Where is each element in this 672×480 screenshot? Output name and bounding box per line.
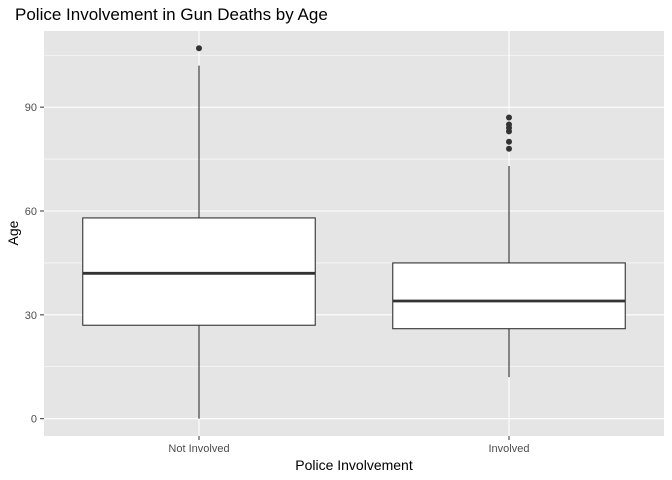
x-axis-ticks: Not Involved Involved xyxy=(168,436,529,455)
y-tick-label: 60 xyxy=(25,206,37,218)
outlier-point xyxy=(506,138,512,145)
outlier-point xyxy=(196,45,202,52)
x-tick-label: Involved xyxy=(489,443,530,455)
box-group xyxy=(392,114,626,378)
iqr-box xyxy=(82,217,316,326)
outlier-point xyxy=(506,121,512,128)
outlier-point xyxy=(506,114,512,121)
boxes xyxy=(82,45,626,419)
chart-title: Police Involvement in Gun Deaths by Age xyxy=(15,5,328,24)
x-axis-title: Police Involvement xyxy=(295,457,413,473)
y-tick-label: 90 xyxy=(25,102,37,114)
iqr-box xyxy=(392,262,626,330)
y-axis-ticks: 0 30 60 90 xyxy=(25,102,44,426)
y-axis-title: Age xyxy=(5,220,21,245)
x-tick-label: Not Involved xyxy=(168,443,229,455)
box-group xyxy=(82,45,316,419)
y-tick-label: 30 xyxy=(25,310,37,322)
y-tick-label: 0 xyxy=(31,414,37,426)
outlier-point xyxy=(506,145,512,152)
